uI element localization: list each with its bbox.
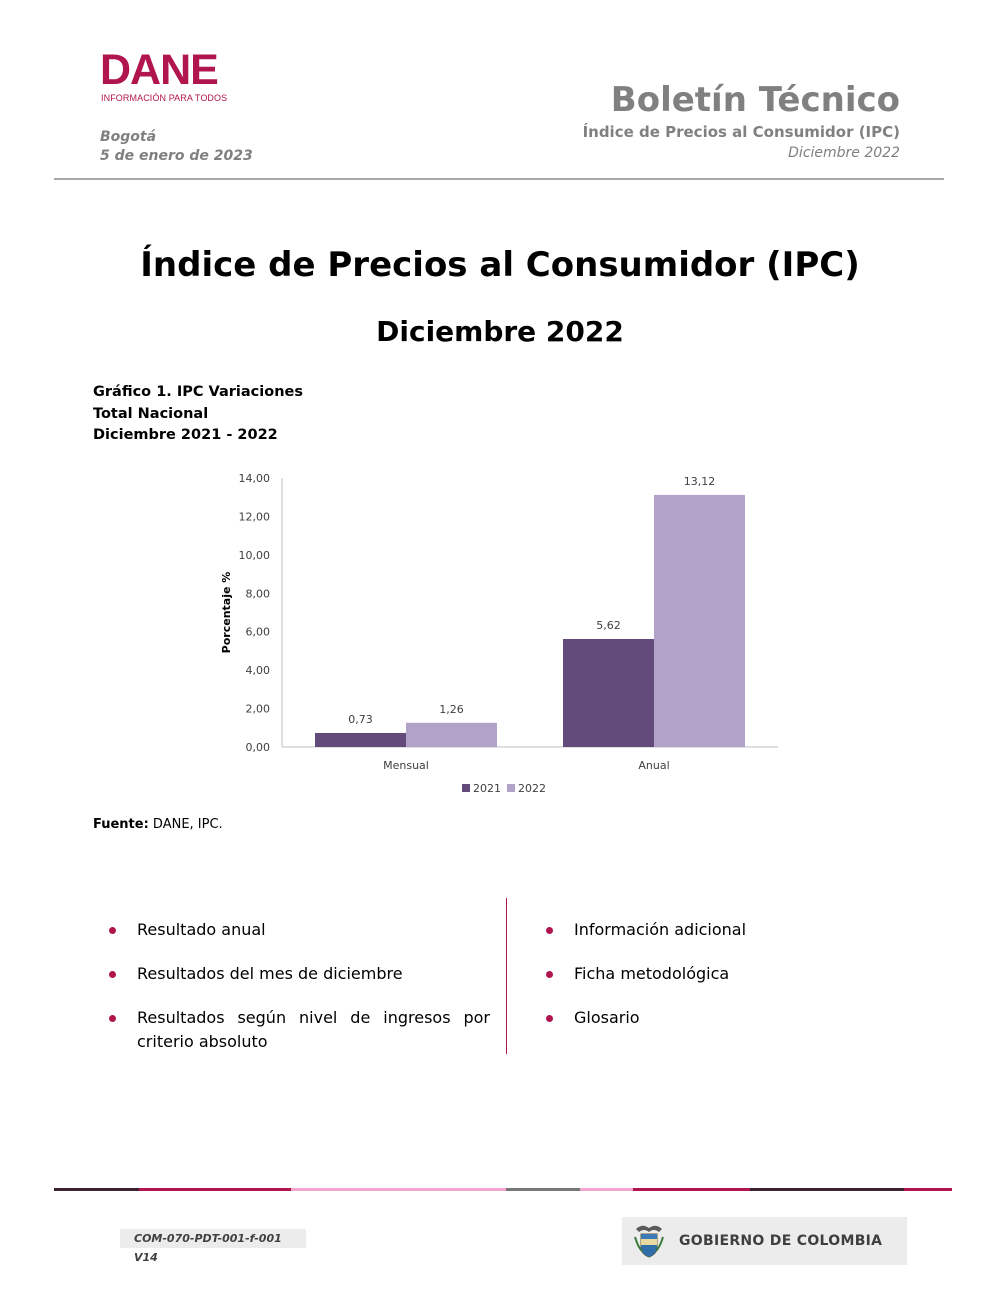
footer-rule-segment (750, 1188, 904, 1191)
legend-swatch-2022 (507, 784, 515, 792)
chart-caption: Gráfico 1. IPC Variaciones Total Naciona… (93, 382, 303, 447)
legend-label: 2021 (473, 782, 501, 795)
bulletin-header: Boletín Técnico Índice de Precios al Con… (583, 78, 900, 164)
government-label: GOBIERNO DE COLOMBIA (679, 1233, 883, 1249)
y-axis-title: Porcentaje % (220, 572, 233, 654)
location-date: Bogotá 5 de enero de 2023 (100, 128, 253, 166)
header-divider (54, 178, 944, 180)
list-item[interactable]: Glosario (545, 1006, 905, 1030)
chart-caption-line1: Gráfico 1. IPC Variaciones (93, 384, 303, 400)
y-tick-label: 6,00 (246, 626, 271, 639)
publication-date: 5 de enero de 2023 (100, 148, 253, 164)
contents-list-right: Información adicional Ficha metodológica… (545, 918, 905, 1050)
y-tick-label: 8,00 (246, 587, 271, 600)
page-subtitle: Diciembre 2022 (376, 315, 624, 348)
list-item[interactable]: Ficha metodológica (545, 962, 905, 986)
y-tick-label: 12,00 (239, 510, 271, 523)
footer-rule-segment (580, 1188, 633, 1191)
footer-rule-segment (139, 1188, 291, 1191)
ipc-bar-chart: 0,00 2,00 4,00 6,00 8,00 10,00 12,00 14,00 Porce… (220, 472, 778, 795)
source-note: Fuente: DANE, IPC. (93, 817, 223, 832)
list-item[interactable]: Información adicional (545, 918, 905, 942)
x-tick-label: Mensual (383, 759, 429, 772)
bulletin-title: Boletín Técnico (610, 80, 900, 120)
bar-2021-mensual (315, 732, 406, 747)
footer-rule-segment (291, 1188, 506, 1191)
bulletin-subtitle: Índice de Precios al Consumidor (IPC) (582, 123, 900, 141)
document-code: COM-070-PDT-001-f-001 V14 (120, 1229, 306, 1264)
bulletin-period: Diciembre 2022 (788, 145, 900, 161)
bar-2022-anual (654, 494, 745, 747)
y-tick-label: 10,00 (239, 549, 271, 562)
city: Bogotá (100, 129, 157, 145)
bar-2021-anual (563, 639, 654, 747)
list-item[interactable]: Resultado anual (108, 918, 490, 942)
logo-wordmark: DANE (100, 46, 219, 94)
y-tick-label: 0,00 (246, 741, 271, 754)
page-title: Índice de Precios al Consumidor (IPC) (140, 245, 860, 285)
footer-rule-segment (54, 1188, 139, 1191)
footer-rule-segment (904, 1188, 952, 1191)
bar-2022-mensual (406, 722, 497, 747)
x-tick-label: Anual (638, 759, 669, 772)
data-label: 0,73 (348, 713, 373, 726)
chart-caption-line2: Total Nacional (93, 405, 209, 422)
colombia-coat-of-arms-icon (634, 1225, 664, 1258)
chart-caption-line3: Diciembre 2021 - 2022 (93, 427, 278, 443)
source-text: DANE, IPC. (148, 817, 223, 832)
legend-label: 2022 (518, 782, 546, 795)
government-badge: GOBIERNO DE COLOMBIA (622, 1217, 907, 1265)
footer-rule-segment (633, 1188, 750, 1191)
footer-rule-segment (506, 1188, 580, 1191)
data-label: 5,62 (596, 619, 621, 632)
y-tick-label: 2,00 (246, 703, 271, 716)
legend-swatch-2021 (462, 784, 470, 792)
data-label: 13,12 (684, 475, 716, 488)
source-label: Fuente: (93, 817, 149, 832)
column-divider (506, 898, 507, 1054)
contents-list-left: Resultado anual Resultados del mes de di… (108, 918, 490, 1074)
logo-tagline: INFORMACIÓN PARA TODOS (101, 93, 228, 103)
y-tick-label: 4,00 (246, 664, 271, 677)
data-label: 1,26 (439, 703, 464, 716)
list-item[interactable]: Resultados del mes de diciembre (108, 962, 490, 986)
y-tick-label: 14,00 (239, 472, 271, 485)
dane-logo: DANE INFORMACIÓN PARA TODOS (100, 46, 240, 104)
list-item[interactable]: Resultados según nivel de ingresos por c… (108, 1006, 490, 1054)
